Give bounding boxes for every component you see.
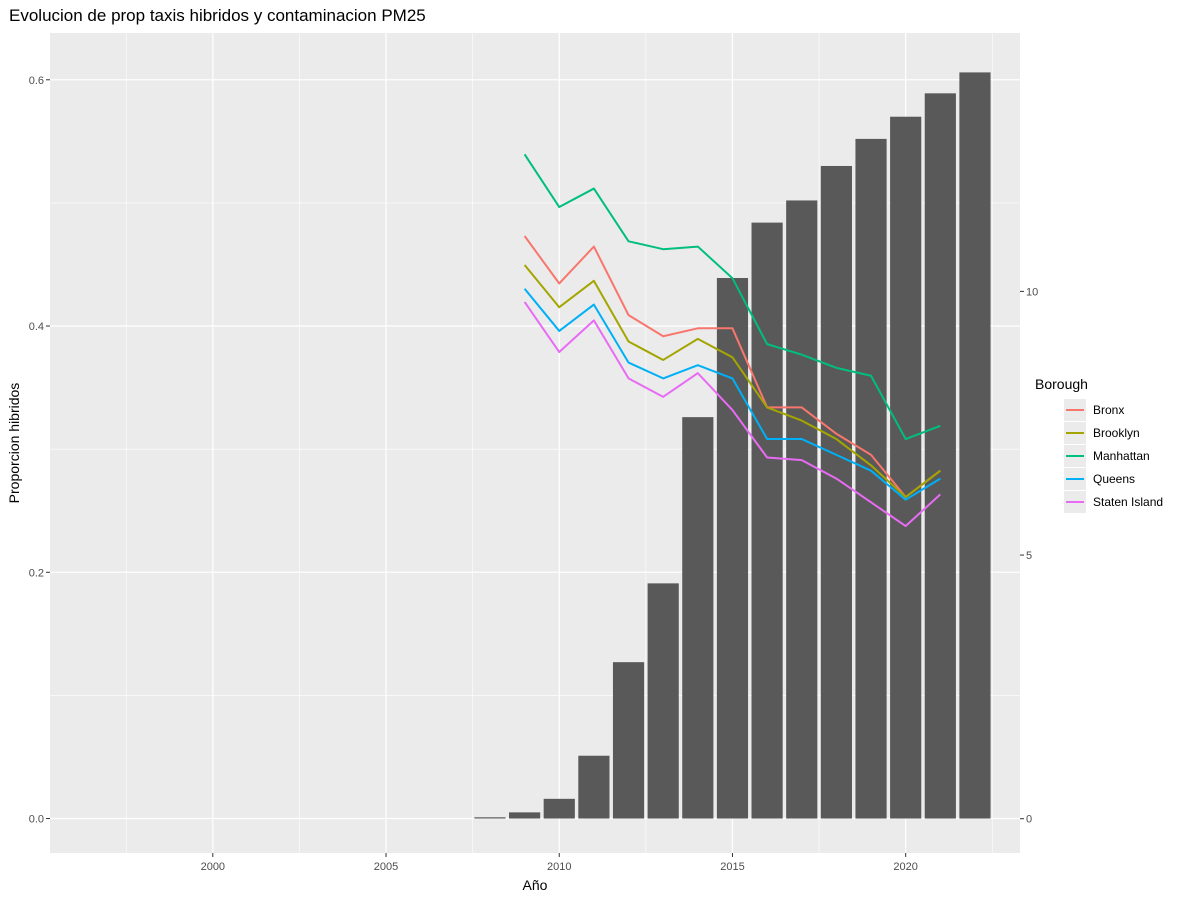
bar [924,93,956,819]
legend-label-staten-island: Staten Island [1093,495,1163,509]
bar [647,583,679,819]
legend-label-queens: Queens [1093,472,1135,486]
series-line-brooklyn [523,264,941,499]
series-line-queens [523,288,941,501]
y-axis-title: Proporcion hibridos [6,383,22,504]
series-lines [523,153,941,528]
bar [890,116,922,819]
legend-label-brooklyn: Brooklyn [1093,426,1140,440]
bar [509,812,541,819]
bar [612,662,645,819]
x-axis-title: Año [523,877,548,893]
y-tick-label: 0.0 [29,814,44,826]
y2-tick-label: 10 [1026,286,1038,298]
x-tick-label: 2000 [201,861,225,873]
x-tick-label: 2005 [374,861,398,873]
bar [820,165,852,819]
bar [959,72,991,819]
series-line-staten-island [523,301,941,528]
legend-label-manhattan: Manhattan [1093,449,1150,463]
legend-title: Borough [1035,376,1088,392]
series-line-bronx [523,235,941,499]
y2-tick-label: 0 [1026,814,1032,826]
bars [474,72,991,819]
bar [786,200,818,819]
y-tick-label: 0.2 [29,567,44,579]
y-tick-label: 0.4 [29,321,44,333]
axes: 0.0 0.2 0.4 0.6 0 5 10 2000 2005 2010 2015 2020 [29,75,1039,873]
bar [578,755,610,819]
y-tick-label: 0.6 [29,75,44,87]
bar [716,278,749,819]
series-line-manhattan [523,153,941,441]
x-tick-label: 2015 [720,861,744,873]
bar [682,417,714,819]
x-tick-label: 2020 [893,861,917,873]
y2-tick-label: 5 [1026,550,1032,562]
bar [474,817,506,819]
chart-title: Evolucion de prop taxis hibridos y conta… [9,6,426,25]
bar [543,798,575,819]
legend: Borough Bronx Brooklyn Manhattan Queens Stat… [1035,376,1163,513]
legend-label-bronx: Bronx [1093,403,1124,417]
bar [751,222,783,819]
x-tick-label: 2010 [547,861,571,873]
